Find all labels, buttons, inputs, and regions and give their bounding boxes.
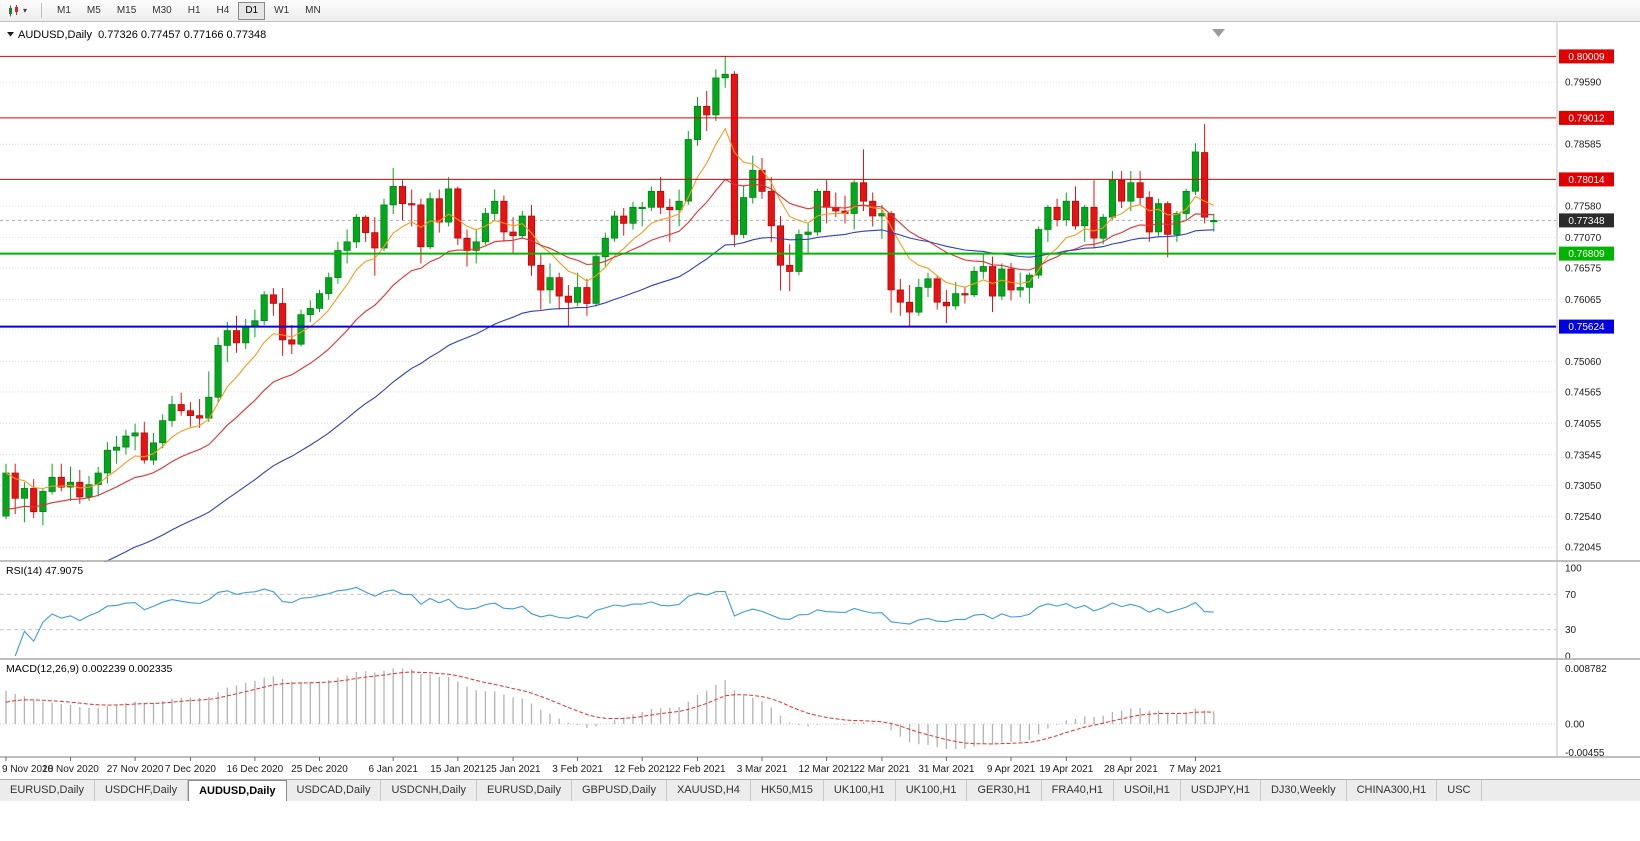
svg-text:3 Mar 2021: 3 Mar 2021 xyxy=(737,764,788,774)
chart-ohlc-header: AUDUSD,Daily 0.77326 0.77457 0.77166 0.7… xyxy=(18,29,266,41)
moving-average-8 xyxy=(5,127,1215,490)
chart-tab-usdchf-daily[interactable]: USDCHF,Daily xyxy=(94,780,189,801)
symbol-collapse-triangle-icon[interactable] xyxy=(7,32,14,37)
macd-histogram xyxy=(5,668,1215,750)
svg-text:31 Mar 2021: 31 Mar 2021 xyxy=(918,764,975,774)
timeframe-button-m5[interactable]: M5 xyxy=(86,4,101,16)
chart-tab-uk100-h1[interactable]: UK100,H1 xyxy=(823,780,896,801)
svg-text:0.77348: 0.77348 xyxy=(1568,216,1605,227)
moving-average-20 xyxy=(5,178,1214,510)
svg-text:0.73050: 0.73050 xyxy=(1565,481,1602,492)
chart-tab-dj30-weekly[interactable]: DJ30,Weekly xyxy=(1260,780,1347,801)
svg-text:0: 0 xyxy=(1565,652,1571,663)
svg-text:0.76065: 0.76065 xyxy=(1565,295,1602,306)
svg-text:0.74565: 0.74565 xyxy=(1565,387,1602,398)
svg-text:0.79590: 0.79590 xyxy=(1565,78,1602,89)
timeframe-button-w1[interactable]: W1 xyxy=(274,4,290,16)
svg-text:6 Jan 2021: 6 Jan 2021 xyxy=(368,764,418,774)
chart-shift-triangle-icon[interactable] xyxy=(1212,29,1225,37)
svg-text:19 Apr 2021: 19 Apr 2021 xyxy=(1039,764,1093,774)
svg-text:0.80009: 0.80009 xyxy=(1568,52,1605,63)
svg-text:30: 30 xyxy=(1565,625,1577,636)
chart-tab-eurusd-daily[interactable]: EURUSD,Daily xyxy=(0,780,95,801)
svg-text:0.76575: 0.76575 xyxy=(1565,264,1602,275)
rsi-panel: 100 70 30 0 RSI(14) 47.9075 xyxy=(0,564,1582,663)
svg-text:70: 70 xyxy=(1565,590,1577,601)
svg-text:22 Mar 2021: 22 Mar 2021 xyxy=(854,764,911,774)
timeframe-button-group: M1 M5 M15 M30 H1 H4 D1 W1 MN xyxy=(49,1,329,20)
svg-text:0.77580: 0.77580 xyxy=(1565,202,1602,213)
timeframe-button-m1[interactable]: M1 xyxy=(57,4,71,16)
chart-tab-hk50-m15[interactable]: HK50,M15 xyxy=(750,780,824,801)
svg-text:0.008782: 0.008782 xyxy=(1565,664,1607,675)
timeframe-button-h4[interactable]: H4 xyxy=(216,4,230,16)
chart-tab-usc[interactable]: USC xyxy=(1437,780,1482,801)
chart-tab-eurusd-daily[interactable]: EURUSD,Daily xyxy=(477,780,572,801)
chart-tab-china300-h1[interactable]: CHINA300,H1 xyxy=(1346,780,1438,801)
svg-text:0.72540: 0.72540 xyxy=(1565,512,1602,523)
chart-tab-usdcad-daily[interactable]: USDCAD,Daily xyxy=(286,780,382,801)
svg-text:25 Jan 2021: 25 Jan 2021 xyxy=(486,764,541,774)
timeframe-button-h1[interactable]: H1 xyxy=(187,4,201,16)
chart-type-selector[interactable]: ▾ xyxy=(4,3,34,19)
moving-average-50 xyxy=(103,229,1214,562)
svg-text:0.77070: 0.77070 xyxy=(1565,233,1602,244)
svg-text:100: 100 xyxy=(1565,564,1582,575)
svg-text:0.74055: 0.74055 xyxy=(1565,419,1602,430)
top-toolbar: ▾ M1 M5 M15 M30 H1 H4 D1 W1 MN xyxy=(0,0,1640,22)
svg-text:9 Nov 2020: 9 Nov 2020 xyxy=(2,764,54,774)
svg-text:3 Feb 2021: 3 Feb 2021 xyxy=(552,764,603,774)
svg-text:7 May 2021: 7 May 2021 xyxy=(1169,764,1222,774)
timeframe-button-mn[interactable]: MN xyxy=(305,4,321,16)
chart-tab-gbpusd-daily[interactable]: GBPUSD,Daily xyxy=(572,780,667,801)
macd-signal-line xyxy=(5,671,1214,745)
svg-text:25 Dec 2020: 25 Dec 2020 xyxy=(291,764,348,774)
svg-text:22 Feb 2021: 22 Feb 2021 xyxy=(669,764,726,774)
chart-tab-usdcnh-daily[interactable]: USDCNH,Daily xyxy=(381,780,478,801)
chart-canvas[interactable]: 0.79590 0.78585 0.77580 0.77070 0.76575 0.760… xyxy=(0,22,1640,775)
chart-tab-uk100-h1[interactable]: UK100,H1 xyxy=(895,780,968,801)
svg-text:12 Feb 2021: 12 Feb 2021 xyxy=(614,764,671,774)
chart-tab-bar: EURUSD,Daily USDCHF,Daily AUDUSD,Daily USDC… xyxy=(0,779,1640,801)
macd-title: MACD(12,26,9) 0.002239 0.002335 xyxy=(6,663,173,675)
chart-tab-usoil-h1[interactable]: USOil,H1 xyxy=(1114,780,1181,801)
candles-layer xyxy=(2,56,1218,526)
svg-text:0.72045: 0.72045 xyxy=(1565,543,1602,554)
chart-tab-usdjpy-h1[interactable]: USDJPY,H1 xyxy=(1180,780,1261,801)
svg-text:0.76809: 0.76809 xyxy=(1568,249,1605,260)
chevron-down-icon: ▾ xyxy=(23,6,28,15)
svg-text:0.75060: 0.75060 xyxy=(1565,357,1602,368)
svg-text:0.79012: 0.79012 xyxy=(1568,113,1605,124)
svg-text:9 Apr 2021: 9 Apr 2021 xyxy=(987,764,1036,774)
toolbar-separator xyxy=(41,3,43,18)
chart-tab-audusd-daily[interactable]: AUDUSD,Daily xyxy=(188,780,287,801)
timeframe-button-d1[interactable]: D1 xyxy=(238,1,266,20)
svg-text:0.78585: 0.78585 xyxy=(1565,140,1602,151)
timeframe-button-m15[interactable]: M15 xyxy=(116,4,137,16)
rsi-line xyxy=(14,586,1214,657)
svg-text:0.73545: 0.73545 xyxy=(1565,450,1602,461)
svg-text:18 Nov 2020: 18 Nov 2020 xyxy=(42,764,99,774)
svg-text:0.78014: 0.78014 xyxy=(1568,175,1605,186)
timeframe-button-m30[interactable]: M30 xyxy=(152,4,172,16)
svg-text:16 Dec 2020: 16 Dec 2020 xyxy=(227,764,284,774)
candlestick-chart-icon xyxy=(9,4,18,16)
chart-tab-fra40-h1[interactable]: FRA40,H1 xyxy=(1041,780,1115,801)
status-bar-area xyxy=(0,801,1640,841)
svg-text:0.75624: 0.75624 xyxy=(1568,322,1605,333)
svg-text:7 Dec 2020: 7 Dec 2020 xyxy=(165,764,217,774)
chart-tab-xauusd-h4[interactable]: XAUUSD,H4 xyxy=(666,780,751,801)
main-price-panel: 0.79590 0.78585 0.77580 0.77070 0.76575 0.760… xyxy=(0,29,1614,562)
svg-text:0.00: 0.00 xyxy=(1565,720,1585,731)
chart-tab-ger30-h1[interactable]: GER30,H1 xyxy=(967,780,1042,801)
svg-text:15 Jan 2021: 15 Jan 2021 xyxy=(430,764,485,774)
svg-text:28 Apr 2021: 28 Apr 2021 xyxy=(1104,764,1158,774)
svg-text:-0.00455: -0.00455 xyxy=(1565,748,1605,759)
svg-text:27 Nov 2020: 27 Nov 2020 xyxy=(107,764,164,774)
svg-text:12 Mar 2021: 12 Mar 2021 xyxy=(799,764,856,774)
rsi-title: RSI(14) 47.9075 xyxy=(6,565,83,577)
macd-panel: 0.008782 0.00 -0.00455 MACD(12,26,9) 0.0022… xyxy=(0,663,1607,759)
